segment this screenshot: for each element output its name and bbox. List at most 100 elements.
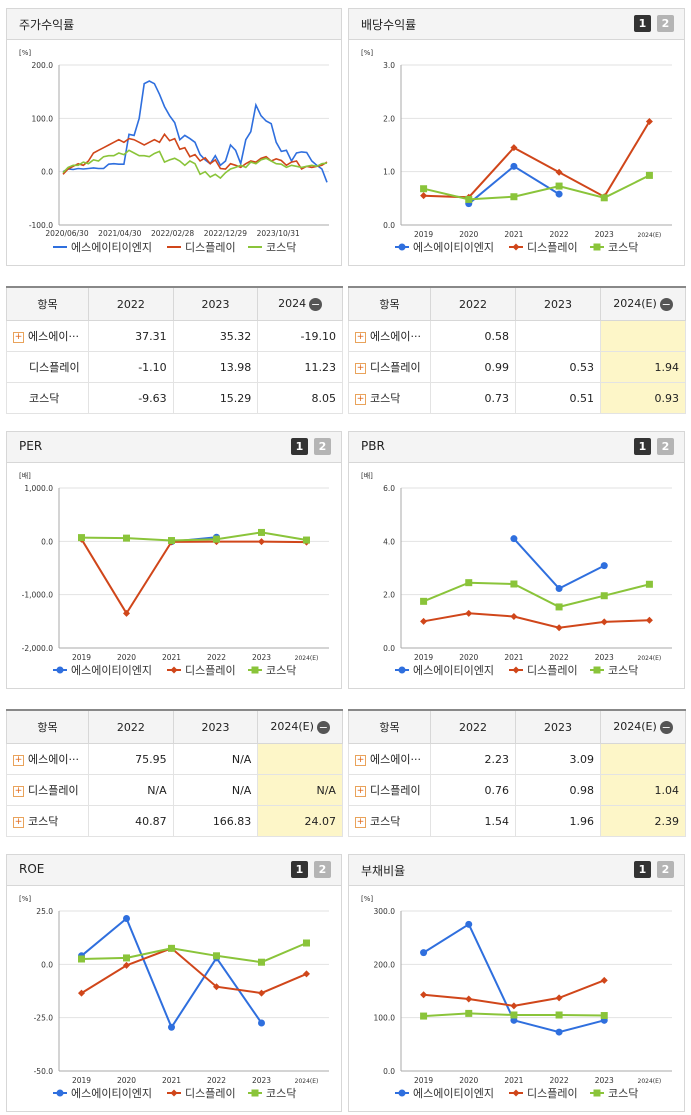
y-tick-label: 0.0	[383, 1067, 395, 1076]
column-header: 2022	[88, 709, 174, 744]
legend-item[interactable]: 에스에이티이엔지	[395, 664, 494, 677]
data-point	[303, 939, 310, 947]
column-header: 2023	[515, 709, 601, 744]
legend-item[interactable]: 에스에이티이엔지	[53, 1087, 152, 1100]
expand-plus-icon[interactable]: +	[355, 362, 366, 374]
row-name: + 디스플레이	[6, 774, 89, 806]
table-header-row: 항목 2022 2023 2024−	[6, 286, 343, 321]
legend-item[interactable]: 디스플레이	[167, 1087, 236, 1100]
dividend-chart: [%] 3.0 2.0 1.0 0.0 2019 2020 2021 2022 2023 2024(…	[361, 49, 672, 254]
y-tick-label: -100.0	[29, 221, 53, 230]
row-name: + 에스에이···	[348, 743, 431, 775]
data-point	[645, 580, 653, 588]
table-cell: 166.83	[172, 805, 259, 837]
legend-item[interactable]: 코스닥	[590, 664, 638, 677]
table-cell: 40.87	[88, 805, 174, 837]
page-2-button[interactable]: 2	[314, 438, 331, 455]
dividend-table: 항목 2022 2023 2024(E) − + 에스에이··· 0.58 + 디스플레이 0.99…	[348, 286, 686, 414]
legend-item[interactable]: 에스에이티이엔지	[53, 664, 152, 677]
data-point	[78, 955, 85, 963]
table-row: + 디스플레이 0.76 0.98 1.04	[348, 774, 686, 806]
unit-label: [%]	[361, 895, 373, 903]
expand-plus-icon[interactable]: +	[355, 785, 366, 797]
page-2-button[interactable]: 2	[657, 861, 674, 878]
x-tick-label: 2024(E)	[295, 655, 319, 662]
data-point	[510, 1016, 518, 1024]
unit-label: [%]	[361, 49, 373, 57]
x-tick-label: 2022	[207, 653, 226, 662]
legend-item[interactable]: 에스에이티이엔지	[395, 1087, 494, 1100]
page-1-button[interactable]: 1	[291, 438, 308, 455]
x-tick-label: 2020/06/30	[45, 229, 88, 238]
legend-item[interactable]: 디스플레이	[509, 664, 578, 677]
column-header: 항목	[348, 286, 431, 321]
legend-item[interactable]: 디스플레이	[509, 1087, 578, 1100]
expand-plus-icon[interactable]: +	[355, 393, 366, 405]
table-header-row: 항목 2022 2023 2024(E) −	[6, 709, 343, 744]
table-row: + 코스닥 1.54 1.96 2.39	[348, 805, 686, 837]
legend-label: 에스에이티이엔지	[71, 241, 152, 254]
table-cell: N/A	[257, 774, 343, 806]
data-point	[420, 185, 428, 193]
legend-item[interactable]: 코스닥	[248, 1087, 296, 1100]
page-1-button[interactable]: 1	[291, 861, 308, 878]
panel-header: 주가수익률	[7, 9, 341, 40]
page-2-button[interactable]: 2	[314, 861, 331, 878]
data-point	[123, 534, 130, 542]
table-cell: 0.98	[515, 774, 601, 806]
legend-marker	[512, 243, 520, 251]
page-1-button[interactable]: 1	[634, 438, 651, 455]
legend-item[interactable]: 디스플레이	[509, 241, 578, 254]
x-tick-label: 2021	[504, 653, 523, 662]
legend-marker	[398, 666, 406, 674]
legend-item[interactable]: 코스닥	[248, 241, 296, 254]
minus-icon[interactable]: −	[316, 720, 330, 734]
expand-plus-icon[interactable]: +	[13, 754, 24, 766]
legend-item[interactable]: 디스플레이	[167, 241, 236, 254]
legend-item[interactable]: 에스에이티이엔지	[395, 241, 494, 254]
legend-item[interactable]: 코스닥	[248, 664, 296, 677]
data-point	[555, 1028, 563, 1036]
data-point	[510, 193, 518, 201]
panel-title: 배당수익률	[361, 18, 417, 32]
series-line	[81, 531, 307, 542]
expand-plus-icon[interactable]: +	[355, 816, 366, 828]
x-tick-label: 2022	[207, 1076, 226, 1085]
page-2-button[interactable]: 2	[657, 15, 674, 32]
series-line	[513, 538, 605, 590]
data-point	[78, 534, 85, 542]
table-cell: -1.10	[88, 351, 174, 383]
expand-plus-icon[interactable]: +	[355, 331, 366, 343]
legend-item[interactable]: 코스닥	[590, 241, 638, 254]
page-2-button[interactable]: 2	[657, 438, 674, 455]
column-header: 2024(E) −	[600, 286, 686, 321]
table-cell: 3.09	[515, 743, 601, 775]
expand-plus-icon[interactable]: +	[13, 785, 24, 797]
legend-item[interactable]: 코스닥	[590, 1087, 638, 1100]
legend-item[interactable]: 디스플레이	[167, 664, 236, 677]
expand-plus-icon[interactable]: +	[13, 331, 24, 343]
table-cell: 11.23	[257, 351, 343, 383]
x-tick-label: 2024(E)	[295, 1078, 319, 1085]
minus-icon[interactable]: −	[659, 297, 673, 311]
y-tick-label: 0.0	[41, 960, 53, 969]
page-1-button[interactable]: 1	[634, 861, 651, 878]
data-point	[465, 195, 473, 203]
expand-plus-icon[interactable]: +	[13, 816, 24, 828]
expand-plus-icon[interactable]: +	[355, 754, 366, 766]
x-tick-label: 2019	[414, 1076, 433, 1085]
y-tick-label: 4.0	[383, 537, 395, 546]
row-name: + 코스닥	[348, 382, 431, 414]
minus-icon[interactable]: −	[309, 297, 323, 311]
data-point	[555, 190, 563, 198]
x-tick-label: 2023/10/31	[257, 229, 300, 238]
data-point	[258, 1019, 265, 1027]
legend-item[interactable]: 에스에이티이엔지	[53, 241, 152, 254]
table-cell: 1.94	[600, 351, 686, 383]
minus-icon[interactable]: −	[659, 720, 673, 734]
page-1-button[interactable]: 1	[634, 15, 651, 32]
